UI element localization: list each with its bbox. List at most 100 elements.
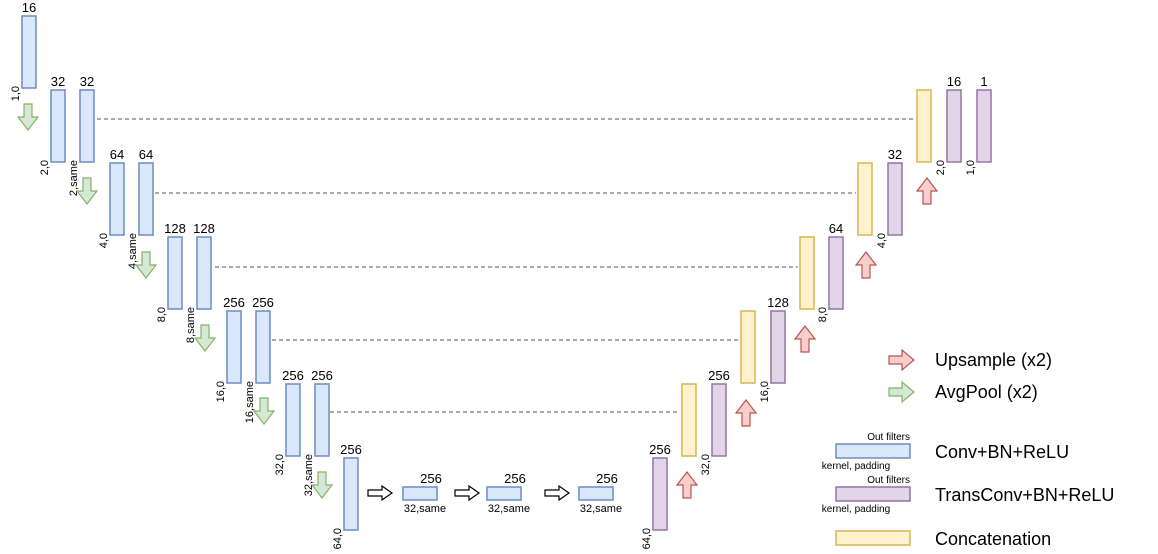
filters-label: 32 (51, 74, 65, 89)
block (255, 310, 271, 384)
block (402, 486, 438, 501)
filters-label: 256 (708, 368, 730, 383)
block (167, 236, 183, 310)
block (652, 457, 668, 531)
block (828, 236, 844, 310)
params-label: 8,0 (156, 307, 168, 322)
filters-label: 256 (504, 471, 526, 486)
block (138, 162, 154, 236)
avgpool-arrow (16, 103, 40, 131)
flow-arrow (544, 484, 571, 502)
params-label: 1,0 (10, 86, 22, 101)
legend-label: TransConv+BN+ReLU (935, 485, 1114, 505)
legend-concat-icon (835, 530, 911, 546)
legend-label: Conv+BN+ReLU (935, 442, 1069, 462)
params-label: 64,0 (641, 528, 653, 549)
params-label: 2,0 (39, 160, 51, 175)
filters-label: 128 (193, 221, 215, 236)
upsample-arrow (793, 325, 817, 353)
filters-label: 256 (596, 471, 618, 486)
block (799, 236, 815, 310)
avgpool-arrow (193, 324, 217, 352)
params-label: 4,same (127, 233, 139, 269)
filters-label: 256 (420, 471, 442, 486)
filters-label: 64 (139, 147, 153, 162)
filters-label: 256 (223, 295, 245, 310)
legend-avgpool-icon (888, 380, 915, 404)
params-label: 32,0 (274, 454, 286, 475)
flow-arrow (454, 484, 481, 502)
params-label: 32,same (580, 503, 622, 515)
filters-label: 64 (829, 221, 843, 236)
params-label: 16,0 (215, 381, 227, 402)
upsample-arrow (915, 177, 939, 205)
legend-note: Out filters (867, 475, 910, 486)
filters-label: 256 (311, 368, 333, 383)
block (946, 89, 962, 163)
block (285, 383, 301, 457)
block (916, 89, 932, 163)
filters-label: 128 (767, 295, 789, 310)
params-label: 16,0 (759, 381, 771, 402)
params-label: 2,same (68, 160, 80, 196)
legend-conv-icon (835, 443, 911, 459)
params-label: 4,0 (876, 233, 888, 248)
upsample-arrow (854, 251, 878, 279)
params-label: 4,0 (98, 233, 110, 248)
params-label: 8,0 (817, 307, 829, 322)
block (79, 89, 95, 163)
avgpool-arrow (75, 177, 99, 205)
block (578, 486, 614, 501)
block (857, 162, 873, 236)
params-label: 32,same (488, 503, 530, 515)
params-label: 64,0 (332, 528, 344, 549)
filters-label: 16 (22, 0, 36, 15)
legend-transconv-icon (835, 486, 911, 502)
params-label: 1,0 (965, 160, 977, 175)
block (21, 15, 37, 89)
flow-arrow (367, 484, 394, 502)
avgpool-arrow (310, 471, 334, 499)
legend-label: AvgPool (x2) (935, 382, 1038, 402)
legend-upsample-icon (888, 348, 915, 372)
filters-label: 256 (282, 368, 304, 383)
avgpool-arrow (252, 397, 276, 425)
params-label: 32,same (404, 503, 446, 515)
block (681, 383, 697, 457)
avgpool-arrow (134, 251, 158, 279)
filters-label: 16 (947, 74, 961, 89)
params-label: 2,0 (935, 160, 947, 175)
legend-note: kernel, padding (822, 504, 890, 515)
upsample-arrow (734, 399, 758, 427)
block (486, 486, 522, 501)
block (343, 457, 359, 531)
filters-label: 256 (340, 442, 362, 457)
block (50, 89, 66, 163)
params-label: 32,same (303, 454, 315, 496)
legend-label: Concatenation (935, 529, 1051, 549)
block (740, 310, 756, 384)
block (887, 162, 903, 236)
block (226, 310, 242, 384)
block (711, 383, 727, 457)
filters-label: 64 (110, 147, 124, 162)
legend-note: kernel, padding (822, 461, 890, 472)
filters-label: 256 (252, 295, 274, 310)
block (196, 236, 212, 310)
filters-label: 1 (980, 74, 987, 89)
block (314, 383, 330, 457)
legend-note: Out filters (867, 432, 910, 443)
filters-label: 32 (888, 147, 902, 162)
params-label: 8,same (185, 307, 197, 343)
upsample-arrow (675, 471, 699, 499)
params-label: 16,same (244, 381, 256, 423)
filters-label: 128 (164, 221, 186, 236)
filters-label: 32 (80, 74, 94, 89)
block (109, 162, 125, 236)
block (770, 310, 786, 384)
block (976, 89, 992, 163)
params-label: 32,0 (700, 454, 712, 475)
filters-label: 256 (649, 442, 671, 457)
legend-label: Upsample (x2) (935, 350, 1052, 370)
